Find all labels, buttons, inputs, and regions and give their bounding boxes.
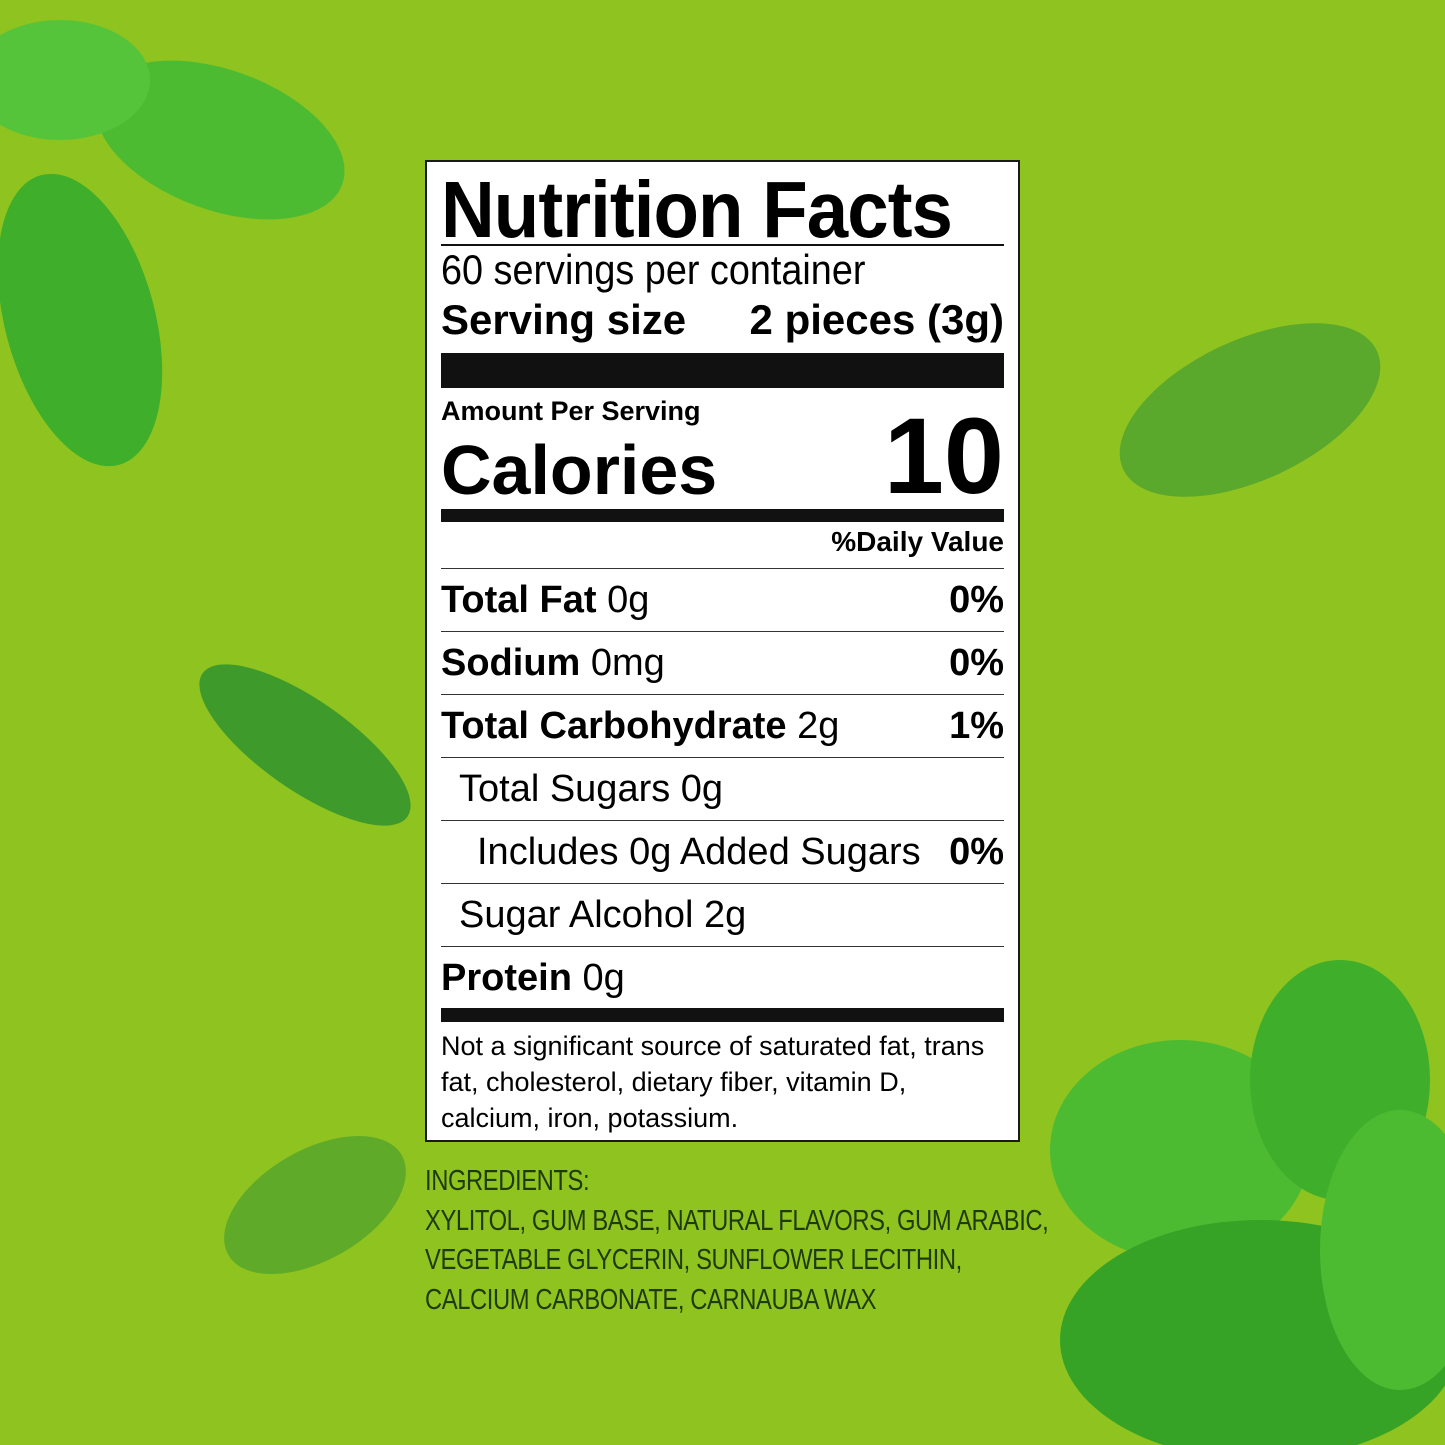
nutrient-name: Total Carbohydrate (441, 704, 787, 747)
mint-leaf (224, 1135, 406, 1275)
nutrient-amount: 0g (607, 578, 650, 621)
mint-leaf (95, 60, 345, 220)
mint-leaf (199, 664, 411, 826)
ingredients-heading: INGREDIENTS: (425, 1165, 590, 1197)
nutrient-row-protein: Protein 0g (441, 946, 1004, 1009)
nutrient-name: Sugar Alcohol 2g (459, 893, 747, 936)
nutrient-dv: 1% (949, 704, 1004, 747)
nutrient-name: Sodium (441, 641, 581, 684)
serving-size: Serving size 2 pieces (3g) (441, 296, 1004, 344)
mint-leaf (1119, 323, 1381, 497)
footnote: Not a significant source of saturated fa… (441, 1031, 985, 1133)
daily-value-header: %Daily Value (831, 526, 1004, 557)
nutrition-facts-label: Nutrition Facts 60 servings per containe… (425, 160, 1020, 1142)
ingredients: INGREDIENTS: XYLITOL, GUM BASE, NATURAL … (425, 1162, 1049, 1320)
nutrient-row-sodium: Sodium 0mg 0% (441, 631, 1004, 694)
thick-divider (441, 353, 1004, 388)
ingredients-line: CALCIUM CARBONATE, CARNAUBA WAX (425, 1283, 877, 1316)
nutrient-row-total-sugars: Total Sugars 0g (441, 757, 1004, 820)
mint-leaf (0, 173, 163, 467)
amount-per-serving: Amount Per Serving (441, 396, 701, 426)
nutrient-amount: 0mg (590, 641, 665, 684)
calories-label: Calories (441, 431, 718, 509)
nutrient-row-total-carbohydrate: Total Carbohydrate 2g 1% (441, 694, 1004, 757)
divider (441, 244, 1004, 246)
nutrient-row-total-fat: Total Fat 0g 0% (441, 568, 1004, 631)
nutrient-dv: 0% (949, 641, 1004, 684)
mint-leaf (1050, 1040, 1310, 1260)
nutrient-name: Includes 0g Added Sugars (477, 830, 921, 873)
nutrient-row-sugar-alcohol: Sugar Alcohol 2g (441, 883, 1004, 946)
nutrient-dv: 0% (949, 578, 1004, 621)
serving-size-label: Serving size (441, 296, 687, 343)
nutrient-amount: 0g (582, 956, 625, 999)
nutrient-name: Protein (441, 956, 572, 999)
nutrient-row-added-sugars: Includes 0g Added Sugars 0% (441, 820, 1004, 883)
ingredients-line: VEGETABLE GLYCERIN, SUNFLOWER LECITHIN, (425, 1244, 962, 1276)
thick-divider (441, 509, 1004, 522)
nutrient-dv: 0% (949, 830, 1004, 873)
mint-leaf (1320, 1110, 1445, 1390)
calories-row: Calories 10 (441, 400, 1004, 510)
thick-divider (441, 1008, 1004, 1022)
servings-per-container: 60 servings per container (441, 246, 866, 293)
mint-leaf (0, 20, 150, 140)
calories-value: 10 (883, 395, 1004, 516)
nutrient-amount: 2g (797, 704, 840, 747)
label-title: Nutrition Facts (441, 165, 953, 254)
nutrient-name: Total Sugars 0g (459, 767, 724, 810)
ingredients-line: XYLITOL, GUM BASE, NATURAL FLAVORS, GUM … (425, 1204, 1049, 1237)
nutrient-name: Total Fat (441, 578, 597, 621)
serving-size-value: 2 pieces (3g) (749, 296, 1004, 343)
